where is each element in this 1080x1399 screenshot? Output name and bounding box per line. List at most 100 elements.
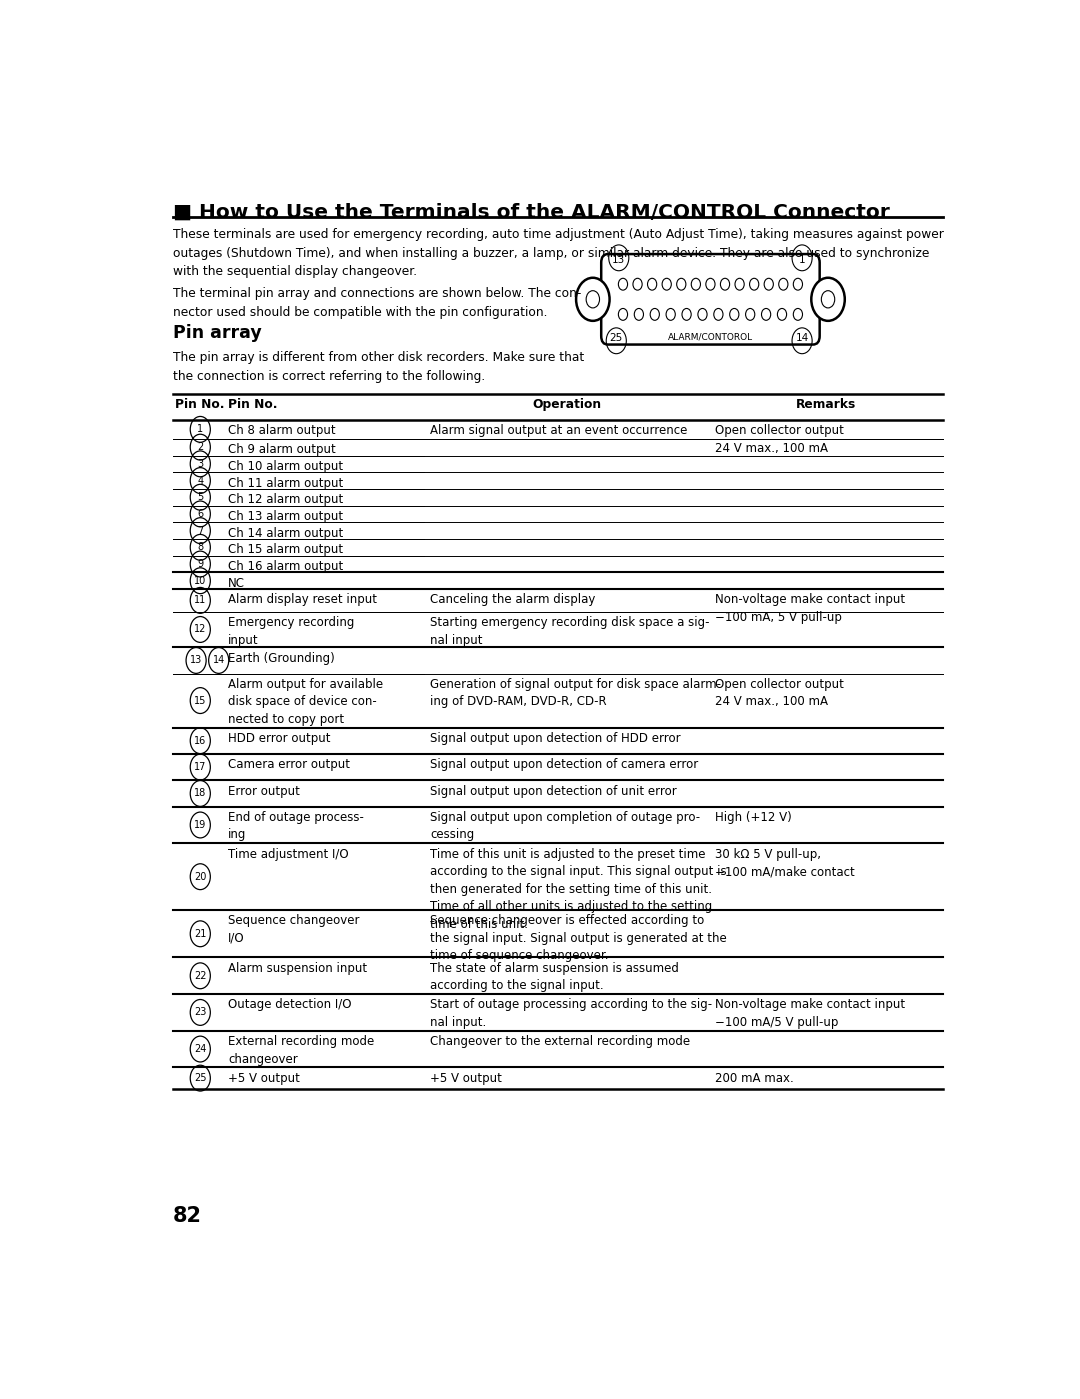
Text: Ch 11 alarm output: Ch 11 alarm output	[228, 477, 343, 490]
Text: End of outage process-
ing: End of outage process- ing	[228, 811, 364, 841]
Text: NC: NC	[228, 576, 245, 590]
Circle shape	[761, 308, 771, 320]
Text: 16: 16	[194, 736, 206, 746]
Circle shape	[821, 291, 835, 308]
Text: 12: 12	[194, 624, 206, 635]
Circle shape	[794, 278, 802, 290]
Text: +5 V output: +5 V output	[228, 1072, 300, 1084]
Text: Open collector output
24 V max., 100 mA: Open collector output 24 V max., 100 mA	[715, 424, 843, 455]
Text: Non-voltage make contact input
−100 mA, 5 V pull-up: Non-voltage make contact input −100 mA, …	[715, 593, 905, 624]
Text: Ch 8 alarm output: Ch 8 alarm output	[228, 424, 336, 438]
Circle shape	[698, 308, 707, 320]
Text: 20: 20	[194, 872, 206, 881]
Text: Outage detection I/O: Outage detection I/O	[228, 999, 351, 1011]
Text: 15: 15	[194, 695, 206, 705]
Circle shape	[750, 278, 759, 290]
Text: 19: 19	[194, 820, 206, 830]
Text: 11: 11	[194, 596, 206, 606]
Text: ■ How to Use the Terminals of the ALARM/CONTROL Connector: ■ How to Use the Terminals of the ALARM/…	[173, 203, 890, 221]
Text: Signal output upon detection of camera error: Signal output upon detection of camera e…	[431, 758, 699, 771]
Circle shape	[735, 278, 744, 290]
Text: 14: 14	[213, 656, 225, 666]
Text: 10: 10	[194, 576, 206, 586]
Text: The pin array is different from other disk recorders. Make sure that
the connect: The pin array is different from other di…	[173, 351, 584, 382]
Circle shape	[720, 278, 730, 290]
Text: 1: 1	[799, 256, 806, 266]
Circle shape	[619, 308, 627, 320]
Text: Error output: Error output	[228, 785, 300, 797]
Text: The state of alarm suspension is assumed
according to the signal input.: The state of alarm suspension is assumed…	[431, 961, 679, 992]
Text: 14: 14	[796, 333, 809, 343]
Text: +5 V output: +5 V output	[431, 1072, 502, 1084]
Circle shape	[650, 308, 660, 320]
Text: ALARM/CONTOROL: ALARM/CONTOROL	[667, 333, 753, 341]
Text: Alarm signal output at an event occurrence: Alarm signal output at an event occurren…	[431, 424, 688, 438]
Text: Earth (Grounding): Earth (Grounding)	[228, 652, 335, 665]
Circle shape	[811, 278, 845, 320]
Text: 9: 9	[198, 560, 203, 569]
Text: Ch 14 alarm output: Ch 14 alarm output	[228, 526, 343, 540]
Text: Ch 9 alarm output: Ch 9 alarm output	[228, 443, 336, 456]
Text: Time adjustment I/O: Time adjustment I/O	[228, 848, 349, 860]
Circle shape	[779, 278, 788, 290]
Text: Canceling the alarm display: Canceling the alarm display	[431, 593, 596, 606]
Circle shape	[778, 308, 786, 320]
Text: Ch 10 alarm output: Ch 10 alarm output	[228, 460, 343, 473]
Text: Ch 13 alarm output: Ch 13 alarm output	[228, 509, 343, 523]
Text: 30 kΩ 5 V pull-up,
−100 mA/make contact: 30 kΩ 5 V pull-up, −100 mA/make contact	[715, 848, 854, 879]
Text: 82: 82	[173, 1206, 202, 1226]
Text: Time of this unit is adjusted to the preset time
according to the signal input. : Time of this unit is adjusted to the pre…	[431, 848, 727, 930]
Text: Emergency recording
input: Emergency recording input	[228, 616, 354, 646]
Text: 13: 13	[612, 256, 625, 266]
Circle shape	[706, 278, 715, 290]
Text: 18: 18	[194, 789, 206, 799]
Text: Changeover to the external recording mode: Changeover to the external recording mod…	[431, 1035, 690, 1048]
Text: Starting emergency recording disk space a sig-
nal input: Starting emergency recording disk space …	[431, 616, 710, 646]
Text: These terminals are used for emergency recording, auto time adjustment (Auto Adj: These terminals are used for emergency r…	[173, 228, 944, 278]
Text: Signal output upon detection of unit error: Signal output upon detection of unit err…	[431, 785, 677, 797]
Circle shape	[662, 278, 672, 290]
Circle shape	[765, 278, 773, 290]
FancyBboxPatch shape	[602, 255, 820, 344]
Text: 6: 6	[198, 509, 203, 519]
Text: 22: 22	[194, 971, 206, 981]
Circle shape	[634, 308, 644, 320]
Text: 23: 23	[194, 1007, 206, 1017]
Text: External recording mode
changeover: External recording mode changeover	[228, 1035, 374, 1066]
Text: 8: 8	[198, 543, 203, 553]
Text: 200 mA max.: 200 mA max.	[715, 1072, 794, 1084]
Text: Alarm display reset input: Alarm display reset input	[228, 593, 377, 606]
Text: High (+12 V): High (+12 V)	[715, 811, 792, 824]
Text: 13: 13	[190, 656, 202, 666]
Circle shape	[586, 291, 599, 308]
Text: Alarm output for available
disk space of device con-
nected to copy port: Alarm output for available disk space of…	[228, 679, 383, 726]
Text: Remarks: Remarks	[795, 399, 855, 411]
Circle shape	[681, 308, 691, 320]
Text: 7: 7	[198, 526, 203, 536]
Text: Camera error output: Camera error output	[228, 758, 350, 771]
Text: Pin array: Pin array	[173, 325, 261, 343]
Circle shape	[745, 308, 755, 320]
Text: 3: 3	[198, 459, 203, 469]
Text: Start of outage processing according to the sig-
nal input.: Start of outage processing according to …	[431, 999, 713, 1028]
Text: 1: 1	[198, 424, 203, 434]
Circle shape	[714, 308, 723, 320]
Text: Ch 16 alarm output: Ch 16 alarm output	[228, 560, 343, 574]
Text: Open collector output
24 V max., 100 mA: Open collector output 24 V max., 100 mA	[715, 679, 843, 708]
Text: 5: 5	[198, 492, 203, 502]
Text: 21: 21	[194, 929, 206, 939]
Text: 24: 24	[194, 1044, 206, 1053]
Circle shape	[677, 278, 686, 290]
Text: 25: 25	[194, 1073, 206, 1083]
Text: 25: 25	[609, 333, 623, 343]
Circle shape	[730, 308, 739, 320]
Text: 4: 4	[198, 476, 203, 485]
Text: Ch 12 alarm output: Ch 12 alarm output	[228, 494, 343, 506]
Circle shape	[666, 308, 675, 320]
Text: Sequence changeover is effected according to
the signal input. Signal output is : Sequence changeover is effected accordin…	[431, 915, 727, 963]
Text: Signal output upon completion of outage pro-
cessing: Signal output upon completion of outage …	[431, 811, 701, 841]
Circle shape	[619, 278, 627, 290]
Text: 17: 17	[194, 762, 206, 772]
Circle shape	[633, 278, 643, 290]
Text: Sequence changeover
I/O: Sequence changeover I/O	[228, 915, 360, 944]
